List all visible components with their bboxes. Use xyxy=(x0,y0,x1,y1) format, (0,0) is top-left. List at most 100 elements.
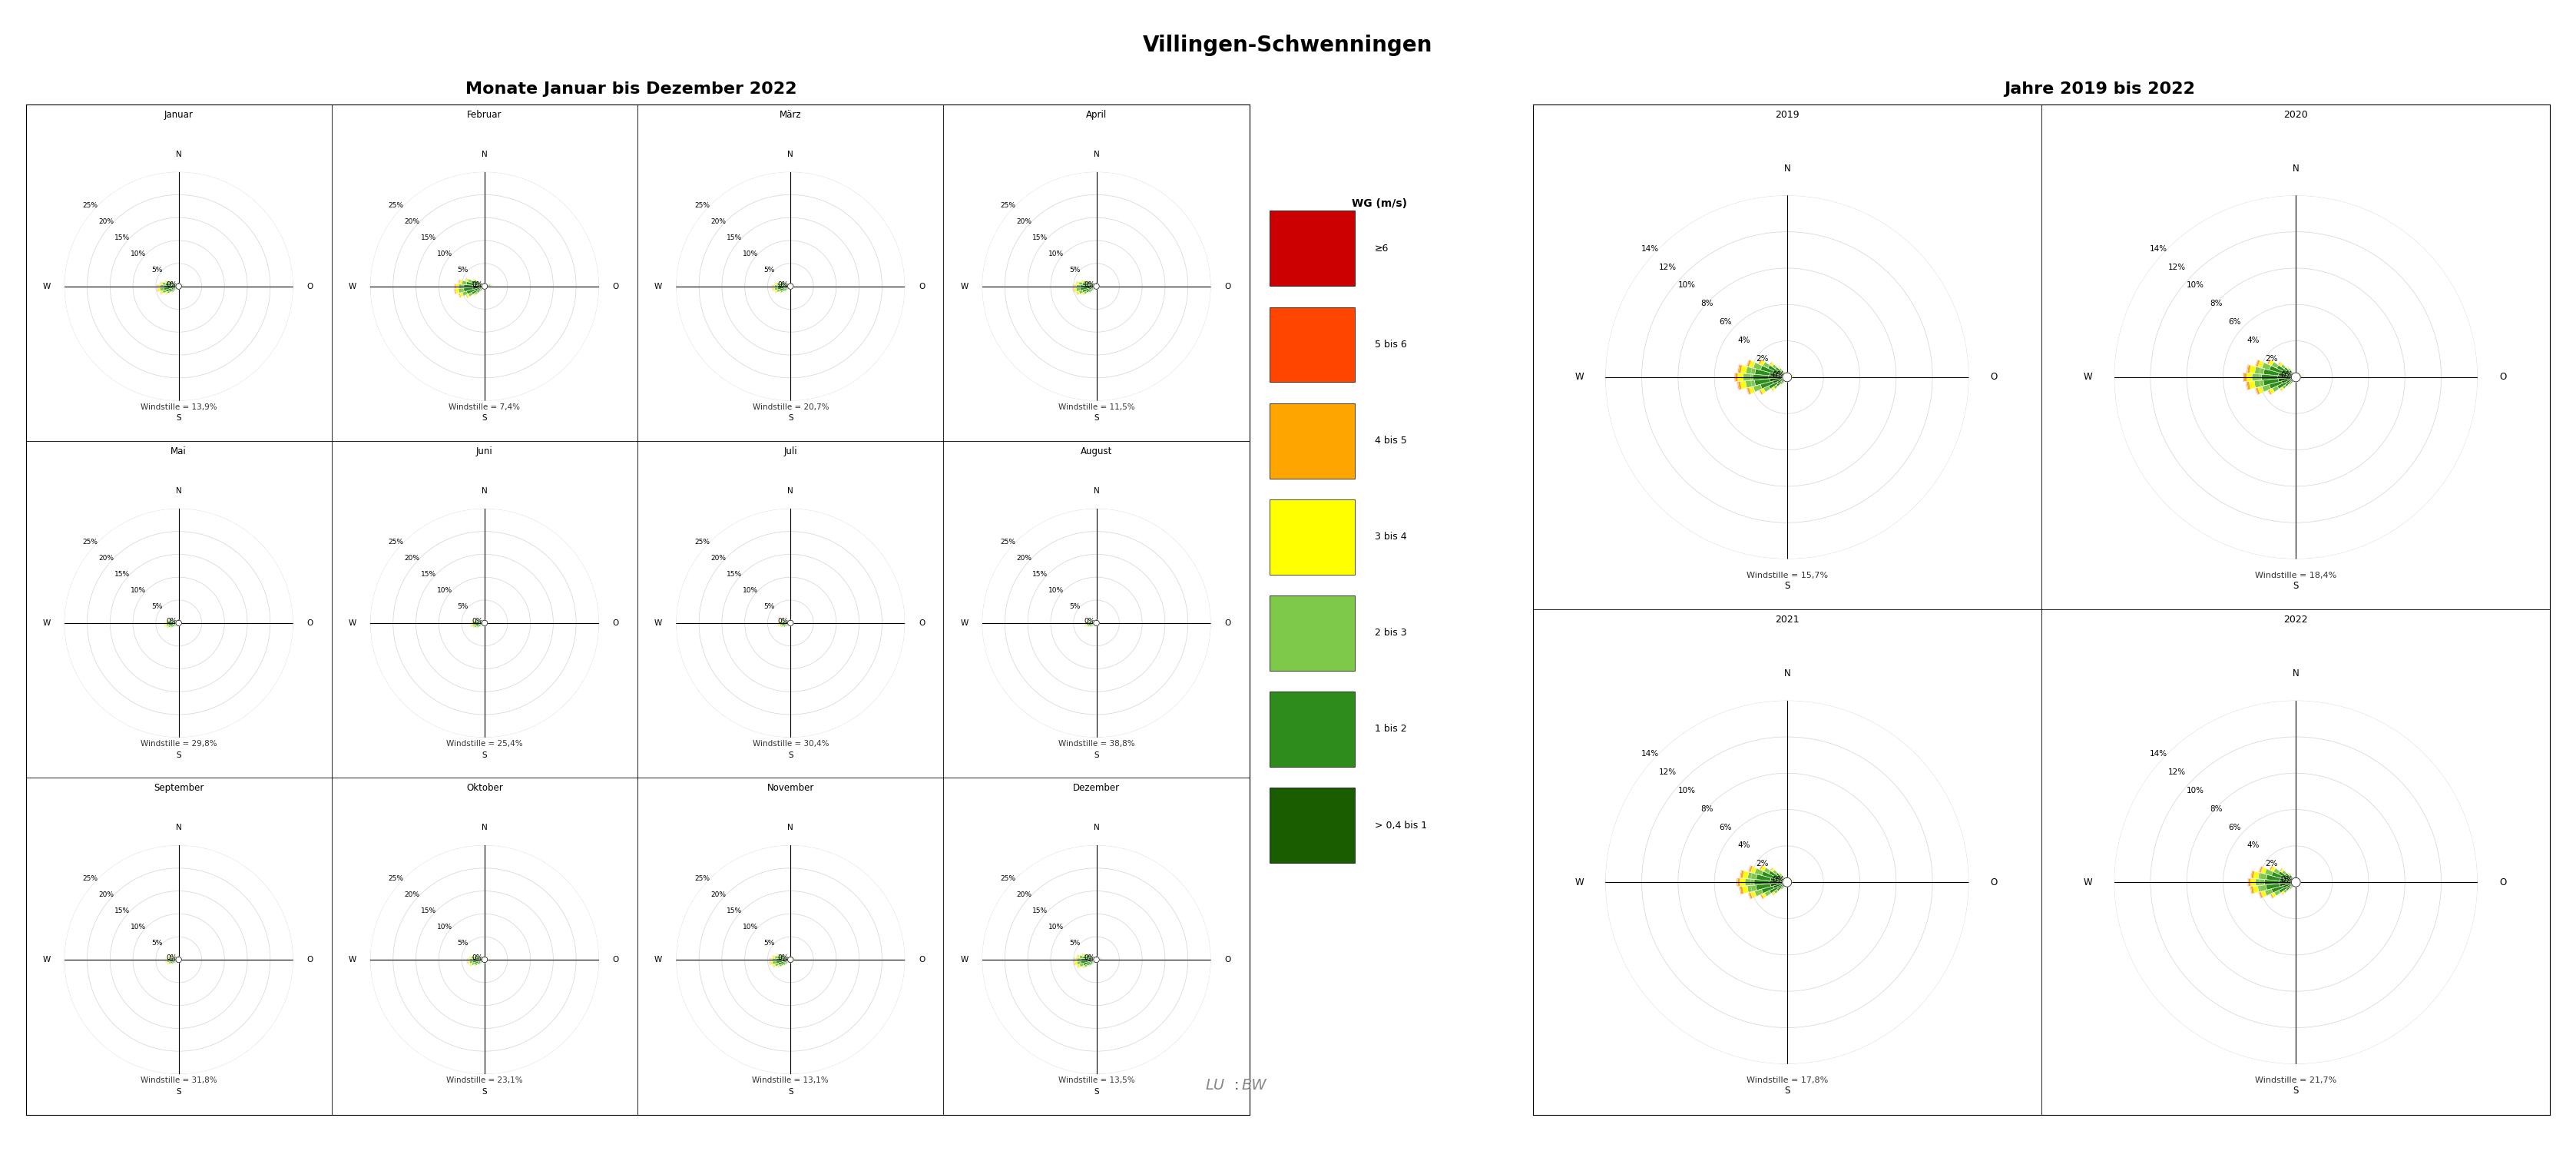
Bar xyxy=(482,621,484,623)
Bar xyxy=(459,280,464,284)
Bar xyxy=(1074,288,1077,293)
Text: 20%: 20% xyxy=(711,555,726,562)
Bar xyxy=(2285,886,2290,890)
Bar xyxy=(1754,369,1770,376)
Bar xyxy=(1770,881,1788,884)
Bar xyxy=(1757,359,1762,363)
Text: Monate Januar bis Dezember 2022: Monate Januar bis Dezember 2022 xyxy=(466,81,796,96)
Text: mittlere WG = 1,55: mittlere WG = 1,55 xyxy=(1059,353,1136,360)
Bar xyxy=(1759,390,1762,395)
Text: N: N xyxy=(1092,488,1100,495)
Text: W: W xyxy=(1574,373,1584,382)
Bar xyxy=(2287,874,2290,877)
Bar xyxy=(773,961,775,965)
Text: 8%: 8% xyxy=(1700,805,1713,813)
Text: Windstille = 18,4%: Windstille = 18,4% xyxy=(2254,571,2336,579)
Text: 20%: 20% xyxy=(98,218,113,225)
Bar xyxy=(1770,867,1772,871)
Bar xyxy=(471,959,477,960)
Bar xyxy=(786,620,788,622)
Text: 10%: 10% xyxy=(2187,281,2205,289)
Text: N: N xyxy=(482,824,487,831)
Text: 14%: 14% xyxy=(1641,245,1659,252)
Text: Windstille = 31,8%: Windstille = 31,8% xyxy=(142,1076,216,1084)
Text: 5%: 5% xyxy=(1069,267,1079,274)
Bar xyxy=(1077,288,1079,291)
Bar xyxy=(1759,865,1762,870)
Text: S: S xyxy=(788,751,793,759)
Bar xyxy=(2269,894,2272,899)
Text: 5%: 5% xyxy=(152,267,162,274)
Bar xyxy=(2264,378,2280,385)
Bar xyxy=(471,962,474,966)
Bar xyxy=(1739,365,1741,373)
Bar xyxy=(2277,377,2295,382)
Bar xyxy=(1087,287,1097,289)
Text: N: N xyxy=(175,824,183,831)
Bar xyxy=(2246,365,2251,373)
Bar xyxy=(2272,362,2280,368)
Text: Windstille = 13,5%: Windstille = 13,5% xyxy=(1059,1076,1133,1084)
Polygon shape xyxy=(482,620,487,626)
Text: W: W xyxy=(654,282,662,290)
Bar xyxy=(788,287,791,289)
Bar xyxy=(1772,892,1775,895)
Bar xyxy=(459,284,464,288)
Bar xyxy=(471,290,479,295)
Text: 20%: 20% xyxy=(711,218,726,225)
Bar xyxy=(1744,374,1752,381)
Bar xyxy=(1777,370,1788,377)
Bar xyxy=(170,961,175,964)
Bar xyxy=(2280,362,2282,367)
Bar xyxy=(1749,865,1752,872)
Text: 25%: 25% xyxy=(696,202,708,209)
Bar xyxy=(1077,284,1079,288)
Bar xyxy=(1090,282,1092,284)
Text: 0%: 0% xyxy=(1084,281,1095,288)
Bar xyxy=(2249,879,2251,886)
Text: 5%: 5% xyxy=(459,940,469,947)
Text: S: S xyxy=(1785,580,1790,591)
Text: O: O xyxy=(1224,282,1231,290)
Bar xyxy=(1754,384,1762,392)
Bar xyxy=(2293,879,2295,882)
Text: Villingen-Schwenningen: Villingen-Schwenningen xyxy=(1144,35,1432,57)
Bar xyxy=(1090,958,1097,960)
Bar xyxy=(1783,380,1785,383)
Bar xyxy=(1752,866,1757,873)
Bar xyxy=(175,960,178,961)
Bar xyxy=(2259,893,2262,899)
Text: N: N xyxy=(1092,151,1100,158)
Text: 20%: 20% xyxy=(404,555,420,562)
Text: 10%: 10% xyxy=(131,587,147,594)
Text: Windstille = 23,1%: Windstille = 23,1% xyxy=(446,1076,523,1084)
Polygon shape xyxy=(175,283,180,289)
Text: WG (m/s): WG (m/s) xyxy=(1352,199,1406,209)
Text: Windstille = 11,5%: Windstille = 11,5% xyxy=(1059,403,1133,411)
Bar xyxy=(1079,284,1087,288)
Bar xyxy=(1747,367,1757,374)
Text: 5%: 5% xyxy=(459,604,469,611)
Bar xyxy=(1092,284,1097,287)
Bar xyxy=(2254,886,2259,893)
Bar xyxy=(1754,362,1762,370)
Text: S: S xyxy=(788,1088,793,1096)
Bar xyxy=(1780,372,1788,377)
Bar xyxy=(1082,958,1087,961)
Bar xyxy=(1780,370,1785,374)
Text: Windstille = 21,7%: Windstille = 21,7% xyxy=(2254,1076,2336,1084)
Text: LU: LU xyxy=(1206,1079,1224,1093)
Text: 6%: 6% xyxy=(1718,318,1731,326)
Text: O: O xyxy=(307,282,314,290)
Bar xyxy=(2277,362,2282,366)
Bar xyxy=(2293,374,2295,377)
Bar xyxy=(1084,954,1087,957)
Text: 6%: 6% xyxy=(2228,823,2241,831)
Bar xyxy=(173,957,175,959)
Bar xyxy=(1082,282,1090,286)
Bar xyxy=(464,288,474,291)
Text: 4%: 4% xyxy=(2246,337,2259,345)
Bar xyxy=(2262,362,2272,370)
Text: 15%: 15% xyxy=(116,571,131,578)
Bar xyxy=(1759,390,1762,395)
